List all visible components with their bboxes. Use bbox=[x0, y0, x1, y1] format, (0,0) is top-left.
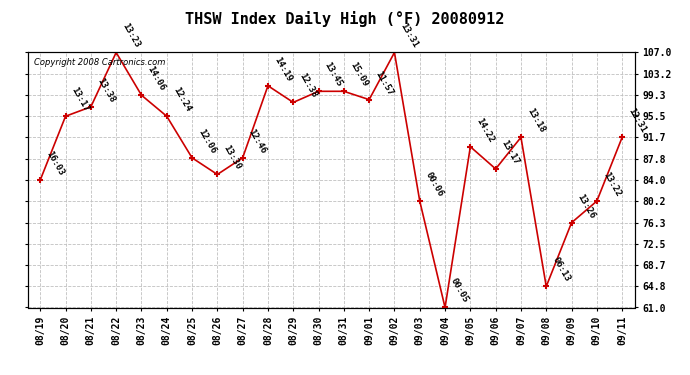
Text: 11:57: 11:57 bbox=[373, 69, 395, 97]
Text: 13:17: 13:17 bbox=[70, 86, 91, 114]
Text: 13:30: 13:30 bbox=[221, 144, 243, 172]
Text: 13:22: 13:22 bbox=[601, 171, 622, 198]
Text: 06:13: 06:13 bbox=[551, 256, 571, 284]
Text: 13:18: 13:18 bbox=[525, 107, 546, 135]
Text: 13:38: 13:38 bbox=[95, 76, 116, 104]
Text: 12:06: 12:06 bbox=[196, 127, 217, 155]
Text: 13:17: 13:17 bbox=[500, 138, 521, 166]
Text: 16:03: 16:03 bbox=[44, 150, 66, 177]
Text: THSW Index Daily High (°F) 20080912: THSW Index Daily High (°F) 20080912 bbox=[186, 11, 504, 27]
Text: 00:05: 00:05 bbox=[449, 277, 471, 305]
Text: 14:22: 14:22 bbox=[475, 116, 495, 144]
Text: 14:19: 14:19 bbox=[272, 55, 293, 83]
Text: 13:26: 13:26 bbox=[575, 192, 597, 220]
Text: 00:06: 00:06 bbox=[424, 171, 445, 198]
Text: 13:31: 13:31 bbox=[399, 22, 420, 50]
Text: 12:24: 12:24 bbox=[171, 86, 192, 114]
Text: 13:23: 13:23 bbox=[120, 22, 141, 50]
Text: 13:45: 13:45 bbox=[323, 61, 344, 88]
Text: 15:09: 15:09 bbox=[348, 61, 369, 88]
Text: 14:06: 14:06 bbox=[146, 64, 167, 92]
Text: 12:38: 12:38 bbox=[297, 72, 319, 100]
Text: 12:46: 12:46 bbox=[247, 127, 268, 155]
Text: Copyright 2008 Cartronics.com: Copyright 2008 Cartronics.com bbox=[34, 58, 165, 67]
Text: 12:31: 12:31 bbox=[627, 107, 647, 135]
